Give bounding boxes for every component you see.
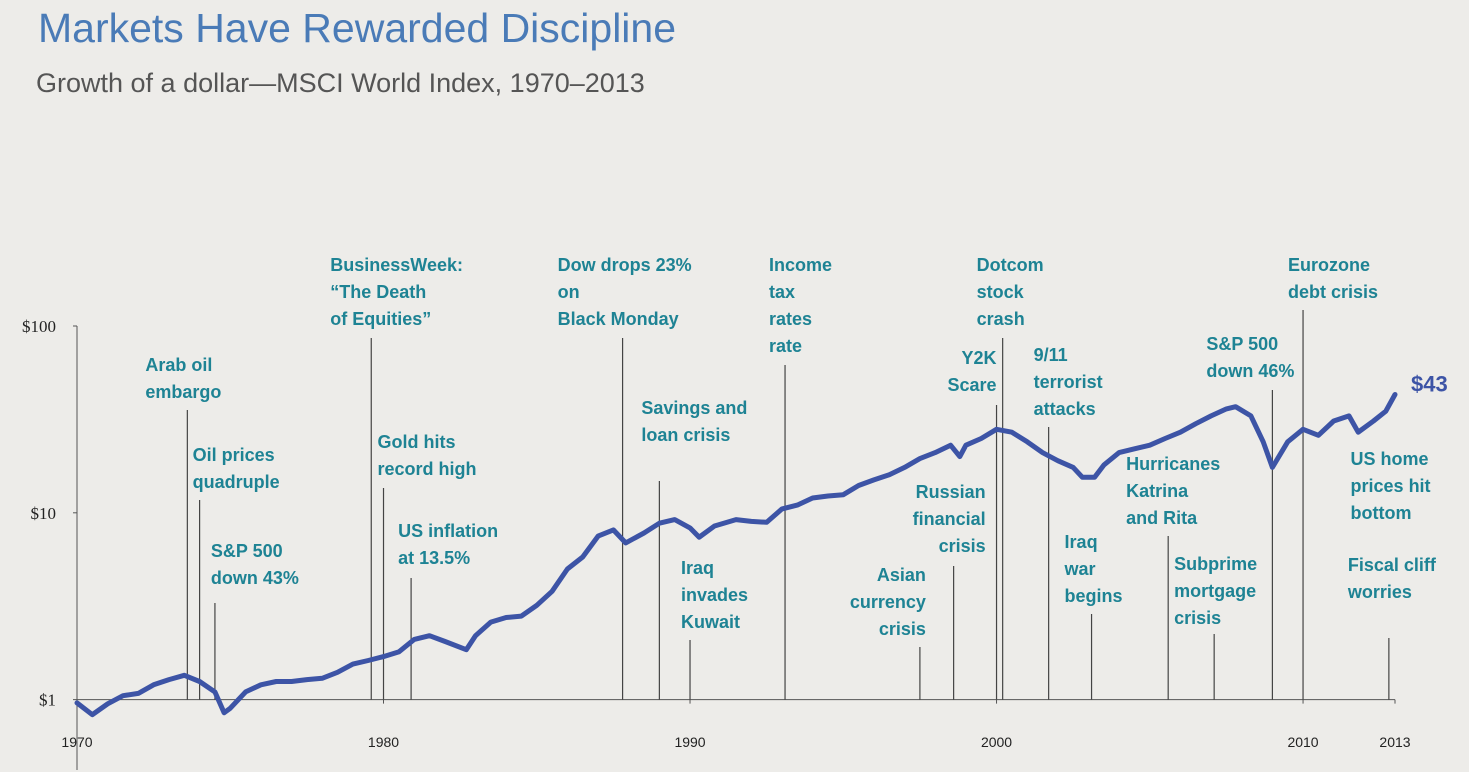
annotation-text: record high (378, 459, 477, 479)
annotation-text: crisis (879, 619, 926, 639)
annotation-text: Kuwait (681, 612, 740, 632)
annotation-text: Oil prices (193, 445, 275, 465)
annotation-text: Y2K (962, 348, 997, 368)
annotation-text: Dow drops 23% (558, 255, 692, 275)
annotation-text: S&P 500 (211, 541, 283, 561)
annotation-text: BusinessWeek: (330, 255, 463, 275)
annotation-text: “The Death (330, 282, 426, 302)
y-tick-label: $100 (22, 317, 56, 336)
x-tick-label: 1980 (368, 734, 399, 750)
annotation-text: attacks (1034, 399, 1096, 419)
annotation-text: down 43% (211, 568, 299, 588)
annotation-text: embargo (145, 382, 221, 402)
annotation-text: of Equities” (330, 309, 431, 329)
annotation-text: and Rita (1126, 508, 1198, 528)
annotation-text: S&P 500 (1206, 334, 1278, 354)
annotation-text: Asian (877, 565, 926, 585)
annotation-text: worries (1347, 582, 1412, 602)
annotation-text: crash (977, 309, 1025, 329)
annotation-text: down 46% (1206, 361, 1294, 381)
annotation-text: quadruple (193, 472, 280, 492)
annotation-text: invades (681, 585, 748, 605)
end-label: $43 (1411, 371, 1448, 396)
annotation-text: Fiscal cliff (1348, 555, 1437, 575)
annotation-text: Black Monday (558, 309, 679, 329)
annotation-text: debt crisis (1288, 282, 1378, 302)
annotation-text: loan crisis (641, 425, 730, 445)
x-tick-label: 1990 (674, 734, 705, 750)
annotation-text: mortgage (1174, 581, 1256, 601)
annotation-text: US home (1351, 449, 1429, 469)
annotation-text: 9/11 (1034, 345, 1068, 365)
annotation-text: begins (1065, 586, 1123, 606)
annotation-text: Subprime (1174, 554, 1257, 574)
annotation-text: on (558, 282, 580, 302)
annotation-text: US inflation (398, 521, 498, 541)
annotation-text: currency (850, 592, 926, 612)
annotation-text: Dotcom (977, 255, 1044, 275)
annotation-text: Eurozone (1288, 255, 1370, 275)
x-tick-label: 2000 (981, 734, 1012, 750)
annotation-text: war (1064, 559, 1096, 579)
x-tick-label: 2010 (1287, 734, 1318, 750)
chart-title: Markets Have Rewarded Discipline (38, 5, 676, 51)
annotation-text: Savings and (641, 398, 747, 418)
y-tick-label: $1 (39, 691, 56, 710)
annotation-text: rates (769, 309, 812, 329)
annotation-text: at 13.5% (398, 548, 470, 568)
annotation-text: Iraq (1065, 532, 1098, 552)
annotation-text: terrorist (1034, 372, 1103, 392)
annotation-text: Russian (916, 482, 986, 502)
annotation-text: Gold hits (378, 432, 456, 452)
x-tick-label: 1970 (61, 734, 92, 750)
annotation-text: Iraq (681, 558, 714, 578)
annotation-text: stock (977, 282, 1025, 302)
annotation-text: crisis (1174, 608, 1221, 628)
annotation-text: Katrina (1126, 481, 1189, 501)
annotation-text: Income (769, 255, 832, 275)
x-tick-label: 2013 (1379, 734, 1410, 750)
annotation-text: Hurricanes (1126, 454, 1220, 474)
series-line (74, 392, 1398, 718)
y-tick-label: $10 (31, 504, 57, 523)
annotation-text: prices hit (1351, 476, 1431, 496)
annotation-text: crisis (939, 536, 986, 556)
annotation-text: Scare (947, 375, 996, 395)
annotation-text: tax (769, 282, 795, 302)
annotation-text: rate (769, 336, 802, 356)
chart-subtitle: Growth of a dollar—MSCI World Index, 197… (36, 68, 645, 98)
annotation-text: Arab oil (145, 355, 212, 375)
annotation-text: bottom (1351, 503, 1412, 523)
annotation-text: financial (913, 509, 986, 529)
